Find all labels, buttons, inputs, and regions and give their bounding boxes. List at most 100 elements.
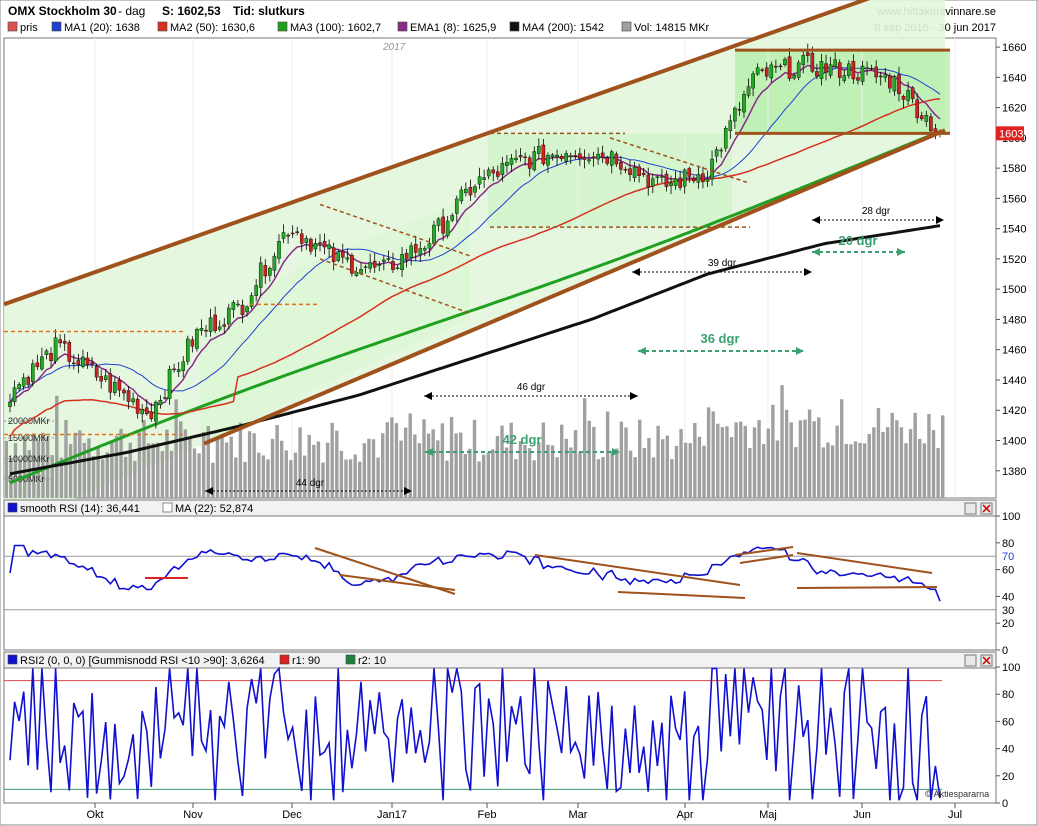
volume-bar [775, 440, 780, 498]
volume-bar [9, 457, 13, 498]
volume-bar [468, 448, 472, 498]
candle-down [441, 216, 445, 234]
volume-bar [688, 443, 692, 498]
volume-bar [895, 420, 899, 498]
candle-down [901, 96, 906, 100]
volume-bar [729, 437, 734, 498]
volume-bar [413, 434, 417, 498]
volume-bar [275, 425, 279, 498]
candle-down [322, 240, 327, 248]
volume-bar [624, 427, 628, 498]
candle-up [231, 302, 236, 310]
candle-up [746, 86, 751, 96]
channel-top [3, 0, 871, 307]
volume-bar [752, 427, 757, 498]
rsi-trendline [796, 586, 938, 589]
candle-up [705, 178, 710, 182]
candle-up [167, 368, 172, 399]
candle-down [815, 71, 819, 77]
price-tick-label: 1500 [1002, 284, 1026, 296]
volume-bar [142, 420, 146, 498]
rsi-ma-swatch [162, 502, 173, 513]
candle-up [482, 177, 486, 180]
legend-swatch [51, 21, 62, 32]
candle-down [760, 69, 765, 71]
candle-up [568, 155, 573, 157]
candle-up [769, 64, 774, 79]
rsi2-swatch [7, 654, 18, 665]
candle-down [851, 61, 856, 80]
volume-bar [757, 420, 761, 498]
candle-down [664, 173, 669, 187]
last-price-text: 1603 [999, 128, 1023, 140]
candle-down [172, 368, 176, 371]
candle-up [345, 257, 350, 260]
volume-bar [527, 448, 532, 498]
x-tick-label: Maj [759, 809, 777, 821]
candle-up [17, 384, 21, 390]
candle-down [299, 233, 304, 244]
volume-bar [100, 459, 105, 498]
volume-bar [179, 421, 183, 498]
rsi-tick-label: 80 [1002, 538, 1014, 550]
volume-bar [243, 461, 247, 498]
arrow-39-head [632, 268, 640, 276]
volume-bar [766, 428, 770, 498]
candle-up [208, 317, 213, 332]
rsi-tick-label: 0 [1002, 645, 1008, 657]
candle-down [286, 234, 290, 237]
volume-bar [247, 431, 252, 498]
candle-up [363, 266, 368, 268]
volume-bar [32, 433, 36, 498]
candle-up [723, 128, 728, 149]
volume-bar [578, 452, 582, 498]
volume-bar [289, 460, 293, 498]
candle-up [500, 163, 505, 176]
volume-bar [560, 424, 564, 498]
volume-bar [257, 452, 261, 498]
volume-bar [146, 443, 151, 498]
volume-bar [284, 450, 288, 498]
volume-bar [899, 427, 904, 498]
candle-down [637, 166, 641, 176]
volume-bar [826, 442, 830, 498]
volume-bar [298, 427, 302, 498]
volume-bar [293, 452, 298, 498]
zoom-icon [964, 502, 977, 515]
volume-bar [307, 434, 311, 498]
rsi-trendline [617, 591, 746, 599]
volume-bar [665, 435, 669, 498]
volume-bar [587, 420, 591, 498]
candle-down [888, 75, 892, 89]
rsi2-tick-label: 80 [1002, 689, 1014, 701]
candle-up [131, 398, 135, 403]
volume-bar [41, 432, 45, 498]
volume-bar [325, 442, 330, 498]
volume-bar [885, 427, 890, 498]
candle-up [268, 267, 272, 276]
legend-label: pris [20, 22, 38, 34]
volume-bar [615, 448, 619, 498]
candle-up [473, 186, 477, 193]
volume-bar [252, 433, 256, 498]
candle-up [509, 158, 514, 165]
watermark: © Aktiespararna [925, 789, 989, 799]
candle-down [149, 411, 154, 420]
rsi-tick-label: 40 [1002, 591, 1014, 603]
candle-up [81, 356, 85, 367]
volume-bar [133, 460, 137, 498]
volume-bar [229, 436, 233, 498]
legend-swatch [621, 21, 632, 32]
candle-down [787, 56, 792, 79]
rsi-panel: smooth RSI (14): 36,441 MA (22): 52,874 10… [3, 499, 1020, 657]
volume-bar [270, 438, 275, 498]
volume-bar [872, 427, 876, 498]
annot-39: 39 dgr [708, 258, 737, 269]
candle-down [915, 99, 920, 119]
candle-down [874, 66, 878, 78]
candle-up [464, 188, 468, 194]
candle-down [76, 360, 81, 365]
channel-bottom [203, 128, 946, 446]
candle-up [673, 178, 678, 186]
volume-bar [936, 447, 940, 498]
